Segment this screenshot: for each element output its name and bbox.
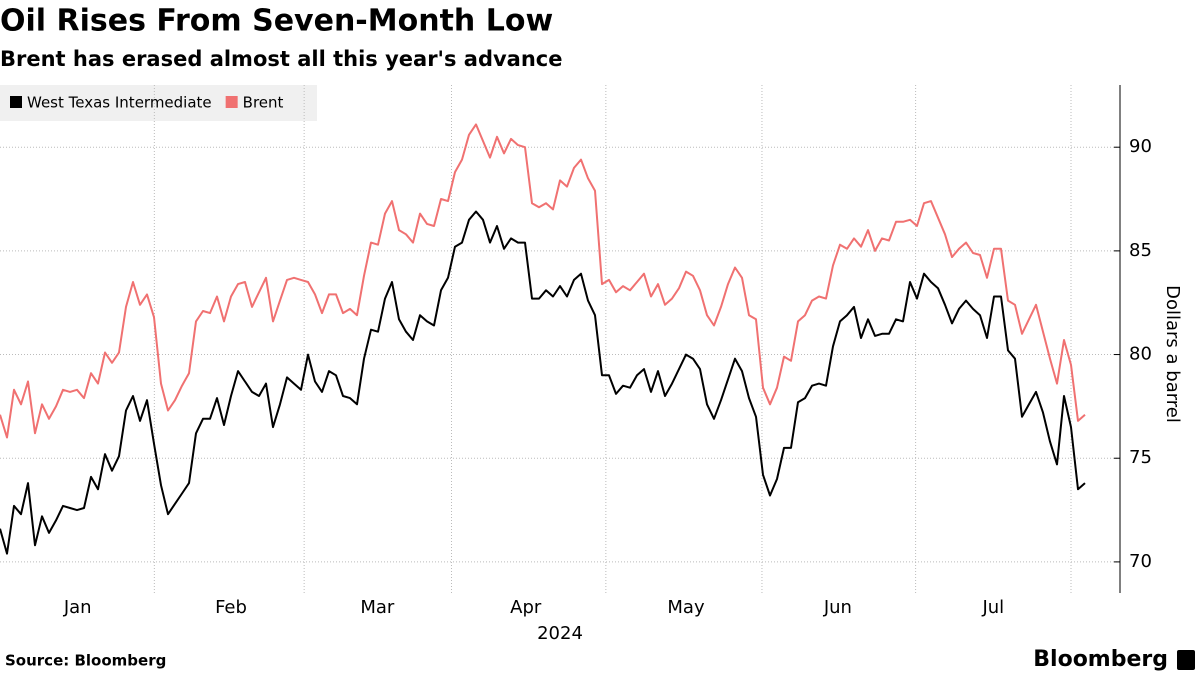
legend-swatch xyxy=(10,96,22,108)
logo-icon xyxy=(1177,650,1195,670)
chart-subtitle: Brent has erased almost all this year's … xyxy=(0,47,563,71)
y-tick-label: 75 xyxy=(1129,447,1152,468)
x-tick-label: Apr xyxy=(510,597,542,618)
y-tick-label: 90 xyxy=(1129,136,1152,157)
line xyxy=(0,210,1086,555)
x-tick-label: Jun xyxy=(823,597,852,618)
legend-box xyxy=(0,85,317,121)
legend-label: West Texas Intermediate xyxy=(27,94,212,112)
x-axis-title: 2024 xyxy=(537,623,583,644)
line xyxy=(0,123,1086,439)
legend-label: Brent xyxy=(243,94,284,112)
legend-swatch xyxy=(225,96,238,108)
y-tick-label: 80 xyxy=(1129,344,1152,365)
x-tick-label: Feb xyxy=(215,597,247,618)
y-tick-label: 70 xyxy=(1129,551,1152,572)
source: Source: Bloomberg xyxy=(5,652,166,670)
x-tick-label: Jul xyxy=(981,597,1004,618)
x-tick-label: May xyxy=(667,597,705,618)
y-tick-label: 85 xyxy=(1129,240,1152,261)
y-axis-title: Dollars a barrel xyxy=(1162,285,1183,423)
chart-title: Oil Rises From Seven-Month Low xyxy=(0,4,553,39)
logo: Bloomberg xyxy=(1033,647,1168,672)
x-tick-label: Jan xyxy=(63,597,92,618)
x-tick-label: Mar xyxy=(360,597,395,618)
